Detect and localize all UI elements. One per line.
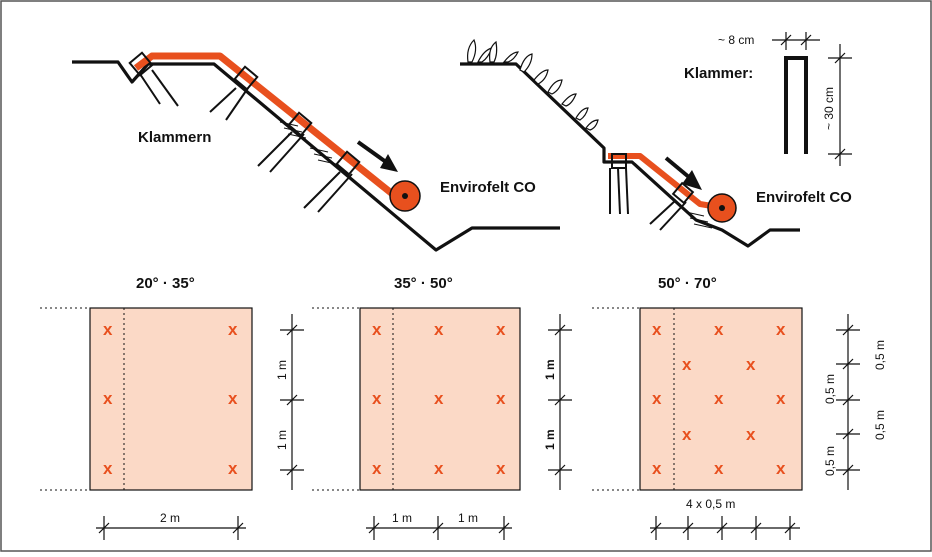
terrain-line [72,60,560,252]
dim-label: 0,5 m [873,410,887,440]
staple-mark: x [652,389,662,408]
arrow-head-icon [380,154,398,172]
arrow-shaft-right [664,156,692,180]
slope-illustration-right: Envirofelt CO [460,38,852,248]
panel-50-70: 50° · 70° x x x x x x x x x x x x x 0,5 … [592,275,887,540]
staple-mark: x [228,320,238,339]
staple-mark: x [434,389,444,408]
vertical-dimension [280,314,304,490]
staple-mark: x [372,459,382,478]
roll-core [402,193,408,199]
dim-label: 2 m [160,511,180,525]
dim-label: 1 m [458,511,478,525]
roll-core-right [719,205,725,211]
staple-mark: x [682,425,692,444]
staple-mark: x [434,320,444,339]
staple-mark: x [434,459,444,478]
vertical-dimension [836,314,860,490]
klammern-label: Klammern [138,129,211,146]
dim-label: 1 m [543,359,557,380]
staple-height-label: ~ 30 cm [822,87,836,130]
felt-strip-right [608,153,713,209]
staple-mark: x [103,320,113,339]
clamps-right [609,153,695,231]
staple-mark: x [228,389,238,408]
staple-mark: x [776,459,786,478]
staple-mark: x [496,459,506,478]
staple-icon [784,56,808,154]
dim-label: 0,5 m [873,340,887,370]
staple-mark: x [496,389,506,408]
staple-mark: x [496,320,506,339]
vertical-dimension [548,314,572,490]
horizontal-dimension [650,516,800,540]
staple-mark: x [103,389,113,408]
staple-mark: x [372,320,382,339]
panel-heading: 20° · 35° [136,275,195,292]
clamps-left [128,51,361,213]
staple-mark: x [103,459,113,478]
panel-20-35: 20° · 35° x x x x x x 1 m 1 m 2 m [40,275,304,540]
panel-area [639,307,803,491]
dim-label: 1 m [543,429,557,450]
product-label-left: Envirofelt CO [440,179,536,196]
staple-mark: x [746,355,756,374]
plants-icon [467,38,599,131]
horizontal-dimension [366,516,512,540]
staple-mark: x [776,389,786,408]
panel-heading: 50° · 70° [658,275,717,292]
staple-mark: x [652,320,662,339]
product-label-right: Envirofelt CO [756,189,852,206]
staple-mark: x [682,355,692,374]
dim-label: 0,5 m [823,374,837,404]
staple-mark: x [776,320,786,339]
dim-label: 1 m [275,360,289,380]
panel-heading: 35° · 50° [394,275,453,292]
arrow-shaft [356,140,388,164]
dim-label: 4 x 0,5 m [686,497,735,511]
staple-mark: x [714,459,724,478]
staple-mark: x [714,389,724,408]
staple-mark: x [714,320,724,339]
staple-width-label: ~ 8 cm [718,33,754,47]
panel-area [89,307,253,491]
staple-mark: x [746,425,756,444]
staple-mark: x [652,459,662,478]
dim-label: 0,5 m [823,446,837,476]
slope-hatching-left [279,121,337,165]
dim-label: 1 m [392,511,412,525]
panel-35-50: 35° · 50° x x x x x x x x x 1 m 1 m 1 m … [312,275,572,540]
panel-area [359,307,521,491]
klammer-label: Klammer: [684,65,753,82]
staple-detail: Klammer: ~ 8 cm ~ 30 cm [684,32,852,166]
slope-hatching-right [685,211,713,229]
slope-illustration-left: Klammern Envirofelt CO [72,51,560,252]
horizontal-dimension [96,516,246,540]
staple-mark: x [372,389,382,408]
arrow-head-right-icon [682,170,702,190]
terrain-line-right [460,62,800,248]
staple-mark: x [228,459,238,478]
dim-label: 1 m [275,430,289,450]
